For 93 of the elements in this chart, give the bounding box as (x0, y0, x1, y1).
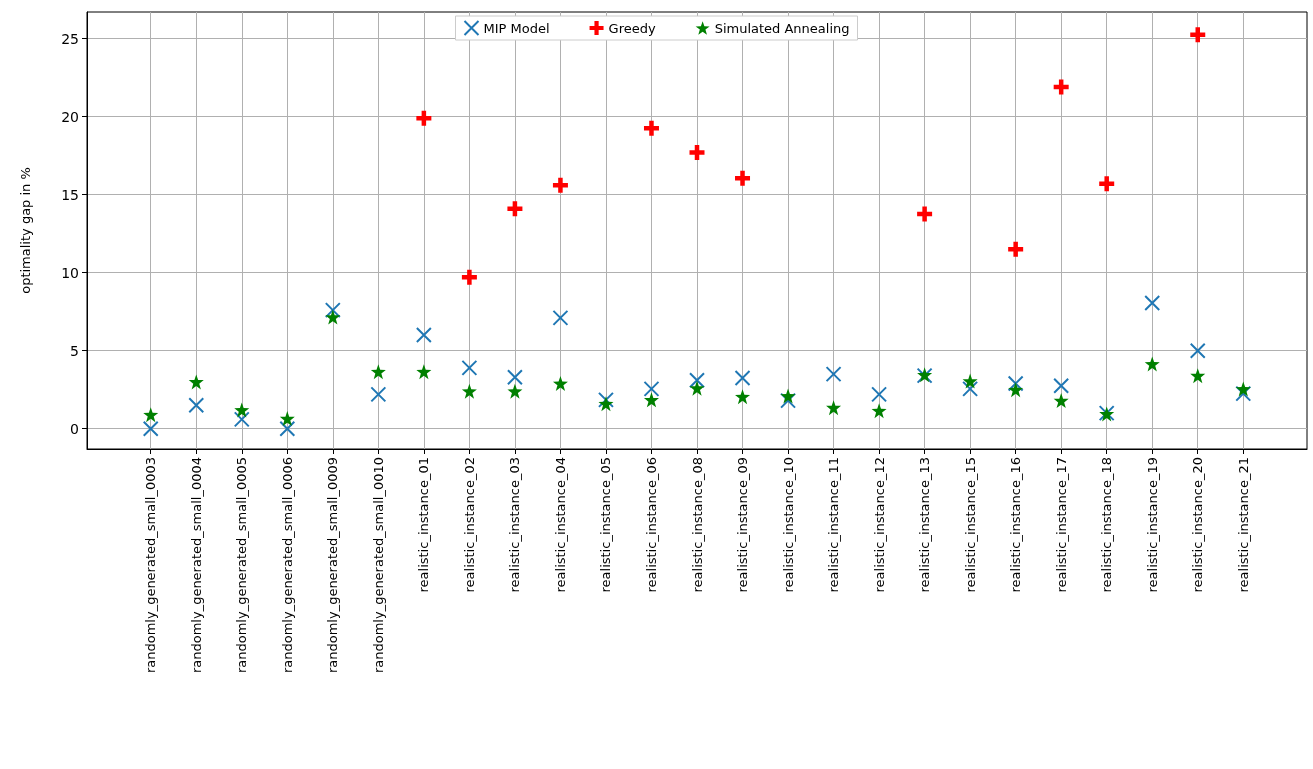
point (507, 383, 523, 399)
x-tick-label: realistic_instance_03 (507, 457, 523, 593)
x-tick-label: randomly_generated_small_0005 (234, 457, 250, 674)
y-tick-label: 10 (61, 264, 79, 281)
y-tick-label: 0 (70, 420, 79, 437)
point (143, 407, 159, 423)
point (1008, 241, 1024, 257)
point (461, 359, 478, 376)
point (552, 375, 568, 391)
point (1053, 377, 1070, 394)
x-tick-label: realistic_instance_21 (1235, 457, 1251, 593)
y-axis-title: optimality gap in % (18, 167, 33, 294)
x-tick-label: realistic_instance_12 (871, 457, 887, 593)
x-tick-label: realistic_instance_06 (643, 457, 659, 593)
point (279, 411, 295, 427)
point (1235, 385, 1252, 402)
y-tick-label: 15 (61, 186, 79, 203)
point (735, 170, 751, 186)
x-tick-label: realistic_instance_19 (1144, 457, 1160, 593)
point (233, 411, 250, 428)
point (871, 403, 887, 419)
x-tick-label: realistic_instance_11 (826, 457, 842, 593)
x-tick-label: realistic_instance_04 (552, 457, 568, 593)
point (1190, 27, 1206, 43)
x-tick-label: randomly_generated_small_0004 (188, 457, 204, 674)
x-tick-label: realistic_instance_09 (735, 457, 751, 593)
point (598, 396, 614, 412)
point (643, 380, 660, 397)
point (325, 309, 341, 325)
point (1007, 375, 1024, 392)
x-tick-label: realistic_instance_13 (917, 457, 933, 593)
legend-label: MIP Model (483, 20, 550, 36)
x-tick-label: realistic_instance_08 (689, 457, 705, 593)
y-tick-label: 25 (61, 30, 79, 47)
x-tick-label: realistic_instance_10 (780, 457, 796, 593)
point (1190, 368, 1206, 384)
x-tick-label: realistic_instance_18 (1099, 457, 1115, 593)
point (506, 369, 523, 386)
point (507, 201, 523, 217)
point (871, 386, 888, 403)
point (461, 269, 477, 285)
point (415, 327, 432, 344)
x-tick-label: realistic_instance_02 (461, 457, 477, 593)
point (643, 120, 659, 136)
point (1053, 79, 1069, 95)
legend-label: Greedy (608, 20, 656, 36)
point (780, 388, 796, 404)
point (188, 374, 204, 390)
point (416, 110, 432, 126)
x-tick-label: randomly_generated_small_0010 (370, 457, 386, 674)
point (234, 402, 250, 418)
point (1235, 381, 1251, 397)
point (370, 364, 386, 380)
point (1099, 176, 1115, 192)
point (962, 380, 979, 397)
point (324, 302, 341, 319)
x-tick-label: randomly_generated_small_0006 (279, 457, 295, 674)
x-tick-label: randomly_generated_small_0009 (325, 457, 341, 674)
point (597, 391, 614, 408)
point (188, 397, 205, 414)
point (689, 372, 705, 389)
x-tick-label: realistic_instance_20 (1190, 457, 1206, 593)
x-tick-label: realistic_instance_01 (416, 457, 432, 593)
point (461, 383, 477, 399)
point (735, 389, 751, 405)
point (1144, 295, 1161, 312)
point (552, 309, 569, 326)
point (689, 380, 705, 396)
x-tick-label: realistic_instance_15 (962, 457, 978, 593)
x-tick-label: realistic_instance_05 (598, 457, 614, 593)
x-tick-label: realistic_instance_17 (1053, 457, 1069, 593)
x-tick-label: randomly_generated_small_0003 (143, 457, 159, 674)
y-tick-label: 20 (61, 108, 79, 125)
point (689, 144, 705, 160)
point (826, 400, 842, 416)
point (552, 177, 568, 193)
point (1189, 342, 1206, 359)
point (1144, 356, 1160, 372)
y-tick-label: 5 (70, 342, 79, 359)
point (780, 392, 797, 409)
x-tick-label: realistic_instance_16 (1008, 457, 1024, 593)
point (416, 364, 432, 380)
point (142, 420, 159, 437)
point (962, 373, 978, 389)
point (1008, 382, 1024, 398)
point (734, 369, 751, 386)
point (370, 386, 387, 403)
legend-label: Simulated Annealing (714, 20, 850, 36)
point (279, 420, 296, 437)
point (917, 206, 933, 222)
point (1053, 393, 1069, 409)
point (825, 366, 842, 383)
point (643, 392, 659, 408)
